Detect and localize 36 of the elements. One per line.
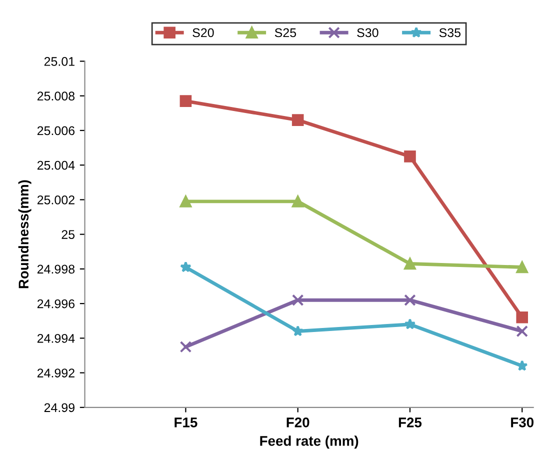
point xyxy=(516,312,528,324)
point xyxy=(180,196,192,208)
x-tick-label: F25 xyxy=(398,418,422,428)
point xyxy=(404,258,416,270)
x-tick-label: F15 xyxy=(174,418,198,428)
point xyxy=(404,150,416,162)
point xyxy=(292,294,304,306)
y-tick-label: 25.002 xyxy=(37,196,74,204)
point xyxy=(292,325,304,336)
legend-label: S25 xyxy=(274,28,296,38)
legend-label: S35 xyxy=(439,28,461,38)
y-tick-label: 25.004 xyxy=(37,160,75,170)
x-tick-label: F20 xyxy=(286,418,310,428)
y-tick-label: 25.008 xyxy=(37,92,75,100)
y-axis-title: Roundness(mm) xyxy=(18,180,32,288)
point xyxy=(404,294,416,306)
y-tick-label: 25 xyxy=(62,230,75,239)
y-tick-label: 24.998 xyxy=(37,264,75,274)
legend-label: S30 xyxy=(357,28,378,38)
point xyxy=(404,318,416,330)
y-tick-label: 24.99 xyxy=(44,403,74,412)
y-tick-label: 25.01 xyxy=(44,57,74,66)
y-tick-label: 24.992 xyxy=(37,368,74,378)
y-tick-label: 24.994 xyxy=(37,334,75,343)
y-tick-label: 24.996 xyxy=(37,299,75,308)
point xyxy=(180,261,192,272)
point xyxy=(292,196,304,208)
point xyxy=(516,325,528,338)
legend-label: S20 xyxy=(192,28,214,38)
x-axis-title: Feed rate (mm) xyxy=(260,436,358,449)
point xyxy=(516,261,528,274)
x-tick-label: F30 xyxy=(511,418,534,428)
point xyxy=(292,114,304,126)
point xyxy=(180,340,192,353)
point xyxy=(180,95,192,107)
y-tick-label: 25.006 xyxy=(37,126,75,136)
